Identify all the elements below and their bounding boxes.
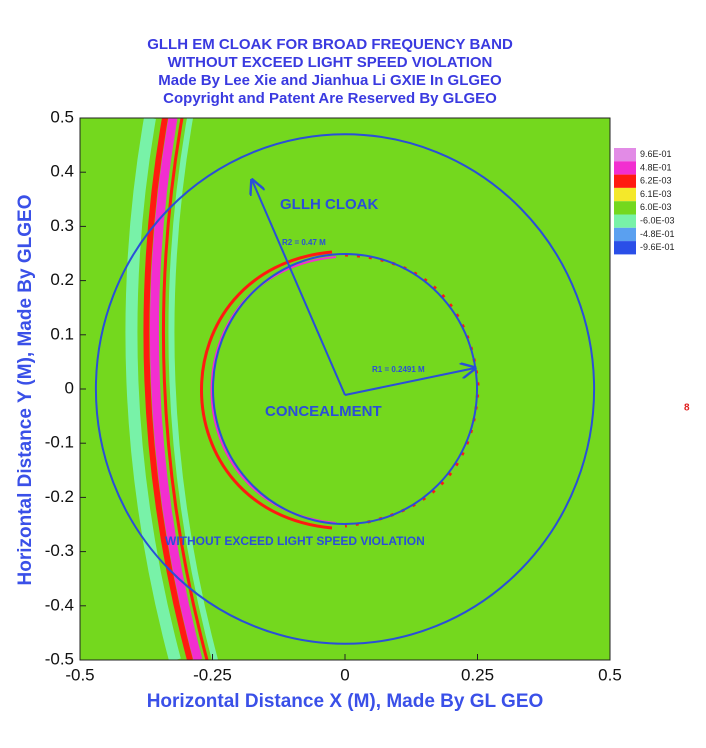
x-axis-label: Horizontal Distance X (M), Made By GL GE…: [147, 691, 544, 712]
y-tick-label: 0.1: [50, 324, 74, 343]
colorbar-label: -9.6E-01: [640, 242, 675, 252]
title-line: Made By Lee Xie and Jianhua Li GXIE In G…: [158, 72, 502, 89]
y-tick-label: -0.2: [45, 487, 74, 506]
y-tick-label: 0.2: [50, 270, 74, 289]
y-tick-label: -0.5: [45, 649, 74, 668]
annotation: WITHOUT EXCEED LIGHT SPEED VIOLATION: [165, 534, 425, 548]
radius-arrow: [252, 180, 346, 396]
colorbar-swatch: [614, 214, 636, 228]
colorbar-label: -4.8E-01: [640, 229, 675, 239]
colorbar-swatch: [614, 187, 636, 202]
colorbar-label: -6.0E-03: [640, 216, 675, 226]
colorbar-swatch: [614, 201, 636, 215]
y-tick-label: -0.3: [45, 541, 74, 560]
radius-arrow: [344, 368, 475, 396]
y-tick-label: -0.4: [45, 595, 74, 614]
annotation: R1 = 0.2491 M: [372, 365, 425, 374]
annotation: R2 = 0.47 M: [282, 238, 326, 247]
annotation: 8: [684, 403, 690, 414]
colorbar-label: 9.6E-01: [640, 149, 672, 159]
annotation: GLLH CLOAK: [280, 196, 378, 213]
x-tick-label: -0.25: [193, 665, 232, 684]
title-line: GLLH EM CLOAK FOR BROAD FREQUENCY BAND: [147, 36, 513, 53]
colorbar-swatch: [614, 241, 636, 255]
colorbar-swatch: [614, 161, 636, 175]
y-tick-label: 0: [65, 378, 74, 397]
y-tick-label: -0.1: [45, 433, 74, 452]
title-line: WITHOUT EXCEED LIGHT SPEED VIOLATION: [168, 54, 493, 71]
colorbar-swatch: [614, 227, 636, 242]
y-tick-label: 0.5: [50, 107, 74, 126]
y-tick-label: 0.3: [50, 216, 74, 235]
colorbar-swatch: [614, 174, 636, 188]
annotation: CONCEALMENT: [265, 403, 382, 420]
colorbar-label: 4.8E-01: [640, 162, 672, 172]
title-line: Copyright and Patent Are Reserved By GLG…: [163, 90, 497, 107]
colorbar-swatch: [614, 148, 636, 162]
x-tick-label: 0: [340, 665, 349, 684]
x-tick-label: 0.25: [461, 665, 494, 684]
colorbar-label: 6.1E-03: [640, 189, 672, 199]
y-tick-label: 0.4: [50, 162, 74, 181]
field-pattern: [125, 118, 480, 660]
cloak-circle: [94, 133, 596, 645]
y-axis-label: Horizontal Distance Y (M), Made By GLGEO: [15, 195, 36, 586]
x-tick-label: -0.5: [65, 665, 94, 684]
x-tick-label: 0.5: [598, 665, 622, 684]
colorbar-label: 6.0E-03: [640, 202, 672, 212]
cloak-circle: [211, 252, 479, 526]
colorbar-label: 6.2E-03: [640, 176, 672, 186]
